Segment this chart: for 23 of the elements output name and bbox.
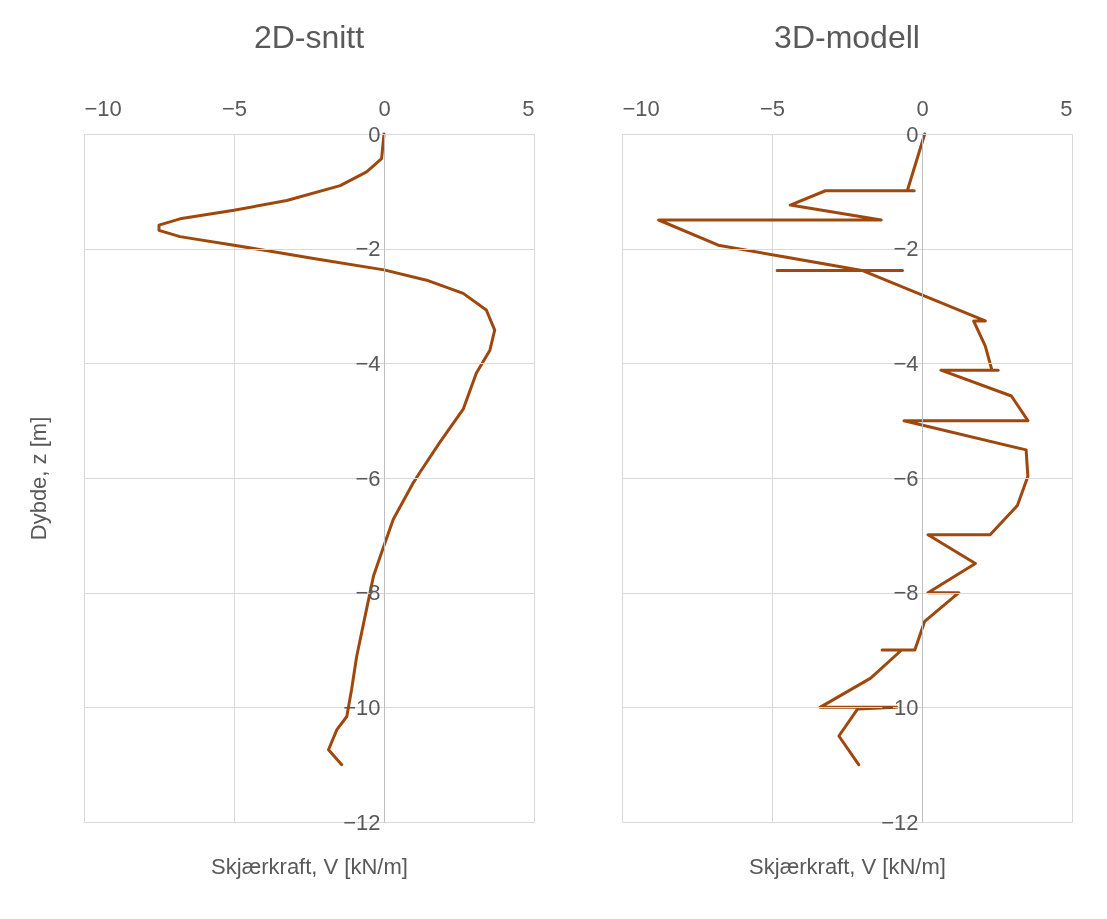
y-tick-label: −10 [881, 694, 919, 720]
y-tick-label: −12 [881, 809, 919, 835]
y-tick-label: −6 [893, 465, 919, 491]
y-tick-label: −4 [355, 350, 381, 376]
x-tick-label: 5 [522, 95, 535, 121]
x-tick-label: −5 [759, 95, 786, 121]
x-tick-label: −10 [84, 95, 122, 121]
x-axis-title: Skjærkraft, V [kN/m] [749, 853, 946, 879]
chart-title: 3D-modell [774, 19, 920, 55]
x-tick-label: −10 [622, 95, 660, 121]
chart-title: 2D-snitt [253, 19, 365, 55]
y-tick-label: −4 [893, 350, 919, 376]
x-tick-label: 5 [1060, 95, 1073, 121]
y-tick-label: −2 [893, 236, 919, 262]
y-tick-label: 0 [368, 121, 381, 147]
y-tick-label: −6 [355, 465, 381, 491]
y-tick-label: −12 [343, 809, 381, 835]
y-tick-label: 0 [906, 121, 919, 147]
y-tick-label: −8 [893, 580, 919, 606]
y-tick-label: −2 [355, 236, 381, 262]
x-tick-label: −5 [221, 95, 248, 121]
y-axis-title: Dybde, z [m] [25, 416, 51, 541]
x-axis-title: Skjærkraft, V [kN/m] [211, 853, 408, 879]
